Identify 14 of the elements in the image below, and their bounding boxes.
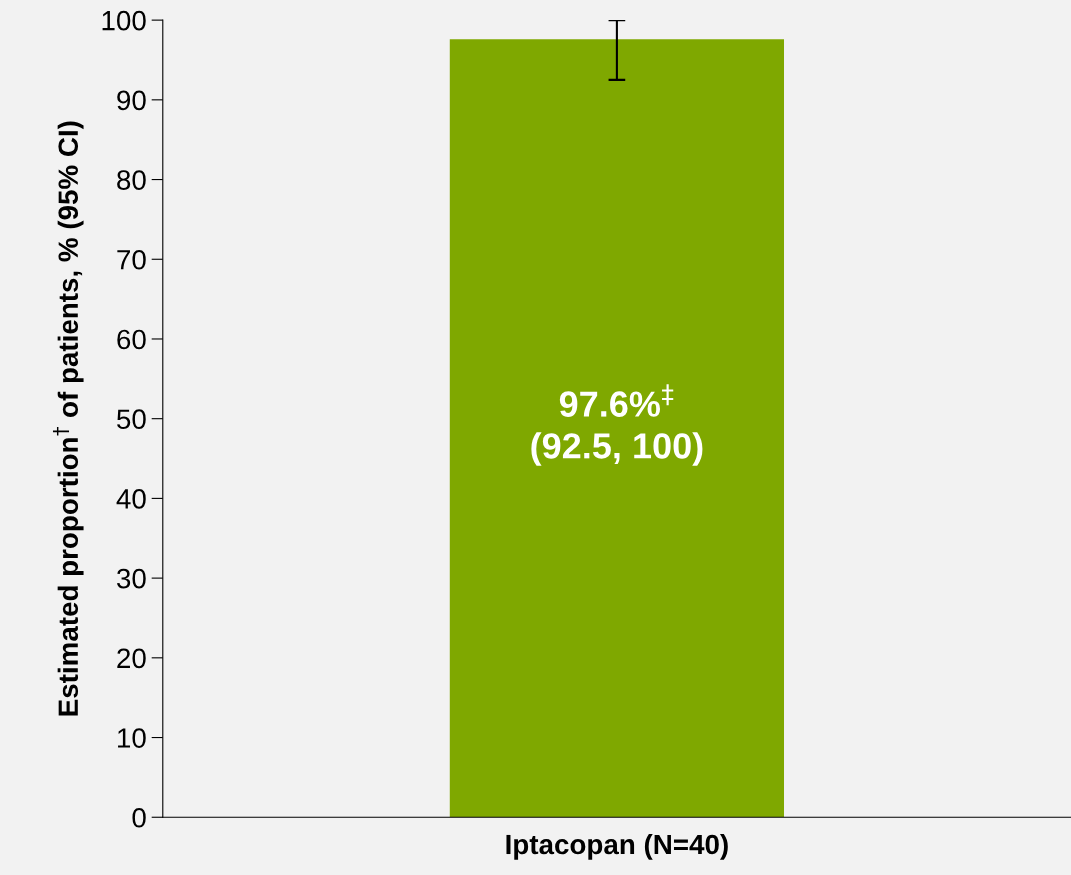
x-tick-label: Iptacopan (N=40) [506,833,728,860]
y-tick-label: 100 [102,10,146,31]
y-tick-label: 90 [117,90,146,111]
y-axis-title: Estimated proportion$^{†}$ of patients, % (95% CI) [52,121,84,716]
y-tick-label: 40 [116,489,146,509]
y-tick-label: 0 [132,807,146,828]
data-label: 97.6%$^{‡}$ (92.5, 100) [531,384,703,466]
y-tick-label: 70 [117,249,146,270]
y-tick-label: 30 [116,568,146,589]
y-tick-label: 50 [117,409,146,430]
y-tick-label: 20 [117,648,146,669]
y-tick-label: 60 [117,329,146,350]
y-tick-label: 10 [118,728,146,748]
y-tick-label: 80 [117,170,146,190]
